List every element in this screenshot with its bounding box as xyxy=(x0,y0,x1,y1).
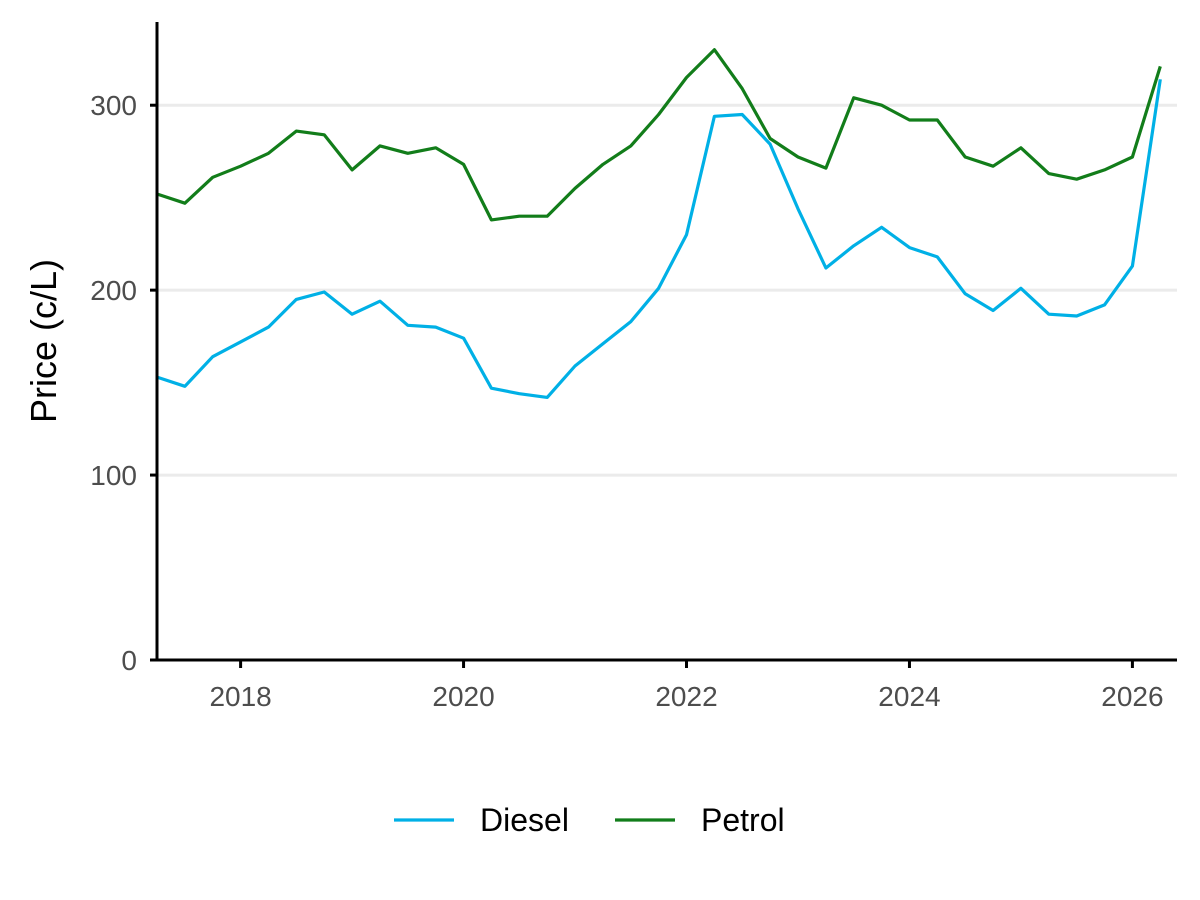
x-tick-label: 2024 xyxy=(878,681,940,712)
x-tick-label: 2022 xyxy=(655,681,717,712)
legend-label-petrol: Petrol xyxy=(701,802,785,838)
series-lines xyxy=(156,48,1162,399)
axes xyxy=(150,22,1177,668)
x-tick-label: 2020 xyxy=(432,681,494,712)
tick-labels: 0 100 200 300 2018 2020 2022 2024 2026 xyxy=(90,90,1163,712)
series-line-diesel xyxy=(156,79,1162,399)
series-line-petrol xyxy=(156,48,1162,222)
y-tick-label: 0 xyxy=(121,645,137,676)
x-tick-label: 2026 xyxy=(1101,681,1163,712)
y-tick-label: 100 xyxy=(90,460,137,491)
x-tick-label: 2018 xyxy=(209,681,271,712)
y-tick-label: 300 xyxy=(90,90,137,121)
legend: Diesel Petrol xyxy=(394,802,785,838)
y-tick-label: 200 xyxy=(90,275,137,306)
legend-label-diesel: Diesel xyxy=(480,802,569,838)
y-axis-title: Price (c/L) xyxy=(23,259,64,423)
